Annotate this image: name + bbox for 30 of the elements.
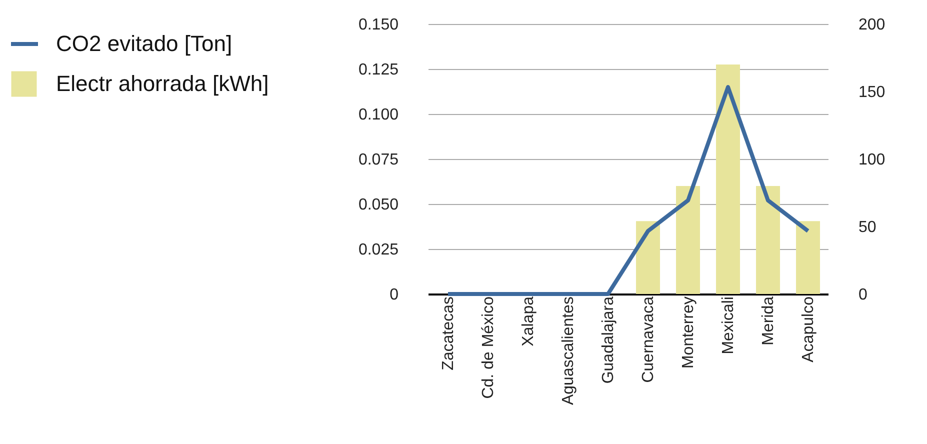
y-tick-label: 0.150	[358, 16, 399, 34]
x-tick-label: Acapulco	[800, 296, 817, 362]
x-tick-label: Aguascalientes	[560, 296, 577, 406]
y2-tick-label: 0	[858, 286, 868, 304]
y2-tick-label: 200	[858, 16, 886, 34]
y2-tick-label: 50	[858, 219, 876, 236]
x-tick-label: Guadalajara	[600, 296, 617, 384]
y-tick-label: 0.075	[358, 152, 399, 168]
y-tick-label: 0.050	[358, 196, 399, 214]
bar	[796, 221, 820, 294]
y-tick-label: 0.100	[358, 106, 399, 124]
x-tick-label: Xalapa	[520, 296, 537, 346]
y2-tick-label: 100	[858, 152, 886, 168]
x-tick-label: Cuernavaca	[640, 296, 657, 383]
x-tick-label: Merida	[760, 296, 777, 346]
x-tick-label: Monterrey	[680, 296, 697, 369]
line-series	[446, 85, 810, 296]
y2-tick-label: 150	[858, 84, 886, 101]
x-tick-label: Mexicali	[720, 296, 737, 354]
bar	[676, 186, 700, 294]
y-tick-label: 0.025	[358, 242, 399, 258]
legend-label: CO2 evitado [Ton]	[56, 31, 232, 56]
bar	[756, 186, 780, 294]
y-tick-label: 0	[390, 286, 399, 304]
legend-label: Electr ahorrada [kWh]	[56, 71, 269, 96]
y-tick-label: 0.125	[358, 62, 399, 78]
bar	[636, 221, 660, 294]
x-tick-label: Cd. de México	[480, 296, 497, 399]
x-tick-label: Zacatecas	[440, 296, 457, 370]
bar	[716, 64, 740, 294]
